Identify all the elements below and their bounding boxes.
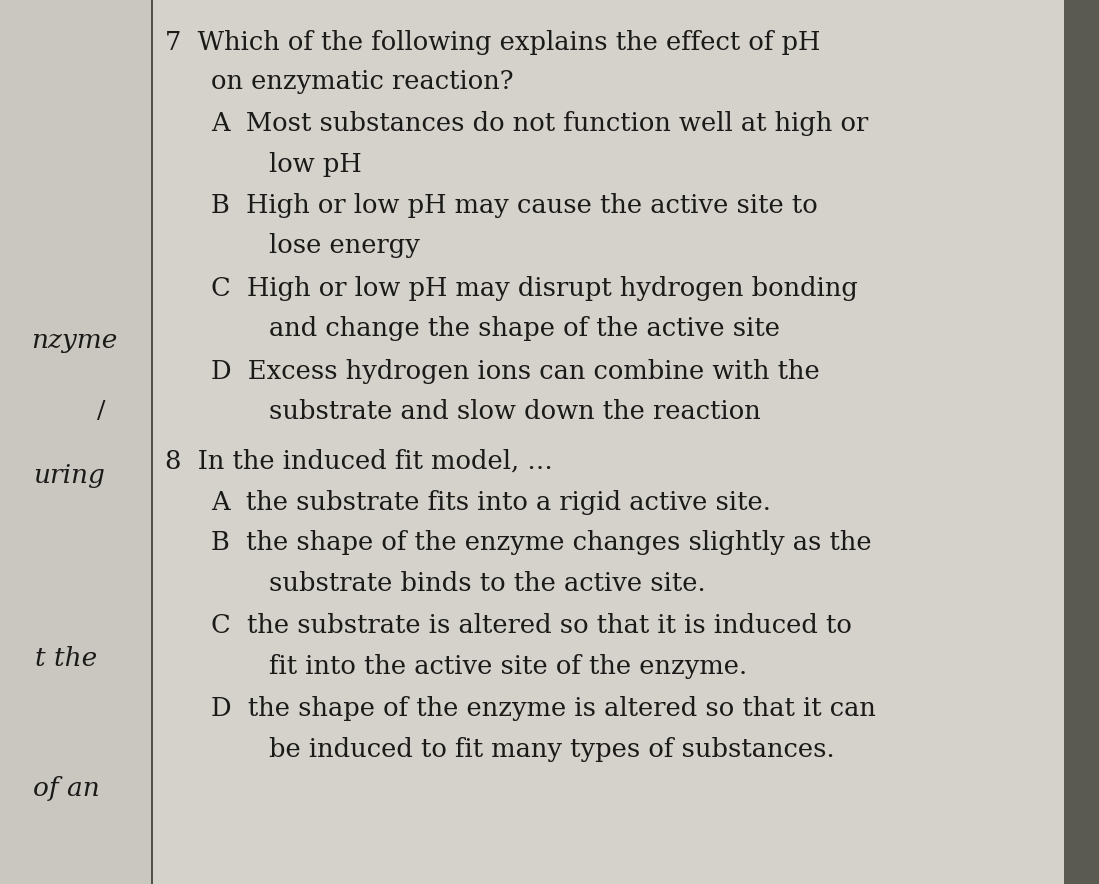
Text: C  the substrate is altered so that it is induced to: C the substrate is altered so that it is…: [211, 613, 852, 638]
Text: low pH: low pH: [269, 152, 362, 177]
Text: of an: of an: [33, 776, 99, 801]
Text: A  Most substances do not function well at high or: A Most substances do not function well a…: [211, 111, 868, 136]
Text: and change the shape of the active site: and change the shape of the active site: [269, 316, 780, 341]
Text: D  Excess hydrogen ions can combine with the: D Excess hydrogen ions can combine with …: [211, 359, 820, 384]
Text: C  High or low pH may disrupt hydrogen bonding: C High or low pH may disrupt hydrogen bo…: [211, 276, 858, 301]
Text: B  High or low pH may cause the active site to: B High or low pH may cause the active si…: [211, 193, 818, 217]
Text: substrate binds to the active site.: substrate binds to the active site.: [269, 571, 706, 596]
Text: 8  In the induced fit model, …: 8 In the induced fit model, …: [165, 449, 553, 474]
Text: t the: t the: [35, 646, 97, 671]
Text: on enzymatic reaction?: on enzymatic reaction?: [211, 69, 513, 94]
Text: uring: uring: [33, 463, 106, 488]
Text: B  the shape of the enzyme changes slightly as the: B the shape of the enzyme changes slight…: [211, 530, 872, 555]
Text: D  the shape of the enzyme is altered so that it can: D the shape of the enzyme is altered so …: [211, 697, 876, 721]
Text: nzyme: nzyme: [32, 328, 118, 353]
Text: 7  Which of the following explains the effect of pH: 7 Which of the following explains the ef…: [165, 30, 820, 55]
Bar: [0, 0, 152, 884]
Text: /: /: [97, 400, 106, 423]
Text: A  the substrate fits into a rigid active site.: A the substrate fits into a rigid active…: [211, 490, 770, 514]
Bar: [1064, 0, 1099, 884]
Text: fit into the active site of the enzyme.: fit into the active site of the enzyme.: [269, 654, 747, 679]
Text: substrate and slow down the reaction: substrate and slow down the reaction: [269, 400, 761, 424]
Text: be induced to fit many types of substances.: be induced to fit many types of substanc…: [269, 737, 835, 762]
Text: lose energy: lose energy: [269, 233, 420, 258]
